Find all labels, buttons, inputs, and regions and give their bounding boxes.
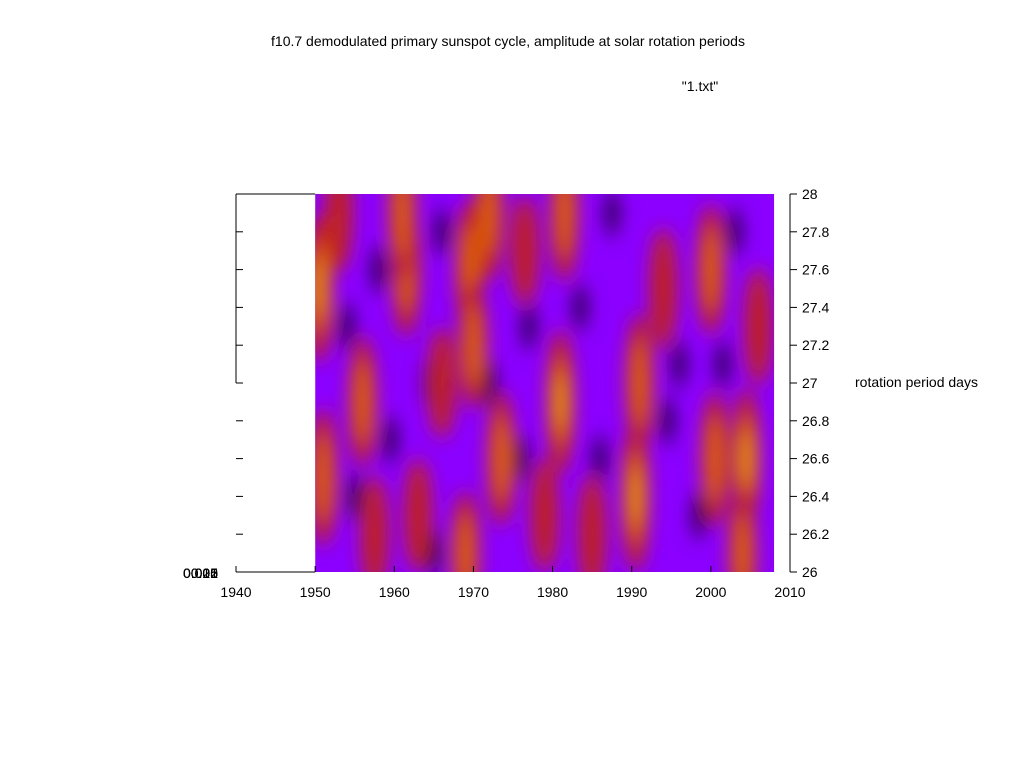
heatmap-low-core [350, 481, 360, 512]
x-tick-label: 1940 [220, 584, 251, 600]
y-tick-label: 27.4 [802, 299, 829, 315]
heatmap-hot-mid [393, 194, 411, 258]
heatmap-hot-mid [315, 432, 332, 523]
heatmap-hot-mid [456, 512, 475, 572]
x-tick-label: 1950 [300, 584, 331, 600]
x-tick-label: 1990 [616, 584, 647, 600]
heatmap-low-core [718, 348, 728, 380]
heatmap-low-core [342, 311, 352, 342]
heatmap-hot-cell [649, 228, 677, 349]
heatmap-hot-mid [630, 338, 649, 428]
y-axis-label: rotation period days [855, 374, 978, 390]
y-tick-label: 28 [802, 186, 818, 202]
heatmap-hot-mid [706, 414, 724, 503]
heatmap-low-core [374, 254, 383, 285]
heatmap-hot-cell [428, 327, 456, 439]
color-axis-tick-label: 0.01 [191, 565, 218, 581]
color-axis-tick-label: 0.005 [183, 565, 218, 581]
heatmap-low-core [429, 537, 439, 569]
heatmap-hot-core [741, 430, 752, 487]
heatmap-low-core [575, 292, 585, 323]
x-tick-label: 2010 [774, 584, 805, 600]
color-axis-tick-label: 0.02 [191, 565, 218, 581]
x-axis-ticks: 1940 1950 1960 1970 1980 1990 2000 2010 [220, 566, 806, 600]
heatmap-layer [315, 194, 775, 572]
y-tick-label: 26.6 [802, 451, 829, 467]
y-tick-label: 27 [802, 375, 818, 391]
x-tick-label: 1960 [379, 584, 410, 600]
y-tick-label: 27.8 [802, 224, 829, 240]
color-axis-tick-label: 0.015 [183, 565, 218, 581]
heatmap-hot-mid [464, 303, 483, 387]
x-tick-label: 2000 [695, 584, 726, 600]
y-tick-label: 26.2 [802, 526, 829, 542]
heatmap-hot-cell [325, 194, 353, 272]
heatmap-low-core [694, 500, 704, 531]
heatmap-hot-mid [492, 414, 510, 503]
heatmap-hot-core [315, 258, 324, 319]
heatmap-hot-cell [511, 195, 539, 306]
heatmap-hot-mid [733, 512, 752, 572]
heatmap-low-core [385, 424, 395, 455]
heatmap-low-core [595, 443, 605, 474]
y-tick-label: 27.6 [802, 262, 829, 278]
heatmap-hot-cell [531, 458, 559, 572]
x-tick-label: 1980 [537, 584, 568, 600]
heatmap-low-core [484, 367, 494, 399]
color-axis-tick-label: 0 [210, 565, 218, 581]
y-axis-ticks: 26 26.2 26.4 26.6 26.8 27 27.2 27.4 27.6 27.8 28 [236, 186, 829, 580]
heatmap-hot-cell [361, 475, 388, 572]
y-tick-label: 26.4 [802, 488, 829, 504]
heatmap-low-core [516, 443, 526, 474]
heatmap-low-core [662, 405, 672, 436]
heatmap-low-core [730, 216, 739, 247]
chart-title: f10.7 demodulated primary sunspot cycle,… [271, 33, 745, 49]
heatmap-low-core [674, 348, 684, 380]
x-tick-label: 1970 [458, 584, 489, 600]
heatmap-hot-mid [555, 194, 574, 258]
heatmap-hot-cell [404, 458, 432, 572]
color-axis-tick-label: 0.025 [183, 565, 218, 581]
y-tick-label: 26.8 [802, 413, 829, 429]
heatmap-low-core [437, 216, 447, 247]
heatmap-low-core [607, 197, 617, 229]
heatmap-hot-mid [702, 227, 720, 313]
heatmap-low-core [524, 311, 534, 342]
legend-entry: "1.txt" [682, 78, 718, 94]
heatmap-hot-cell [578, 473, 606, 572]
y-tick-label: 26 [802, 564, 818, 580]
heatmap-hot-core [630, 466, 641, 527]
heatmap-hot-mid [353, 359, 372, 445]
heatmap-hot-core [555, 373, 566, 431]
y-tick-label: 27.2 [802, 337, 829, 353]
heatmap-hot-mid [480, 194, 498, 257]
heatmap-hot-cell [744, 267, 772, 385]
